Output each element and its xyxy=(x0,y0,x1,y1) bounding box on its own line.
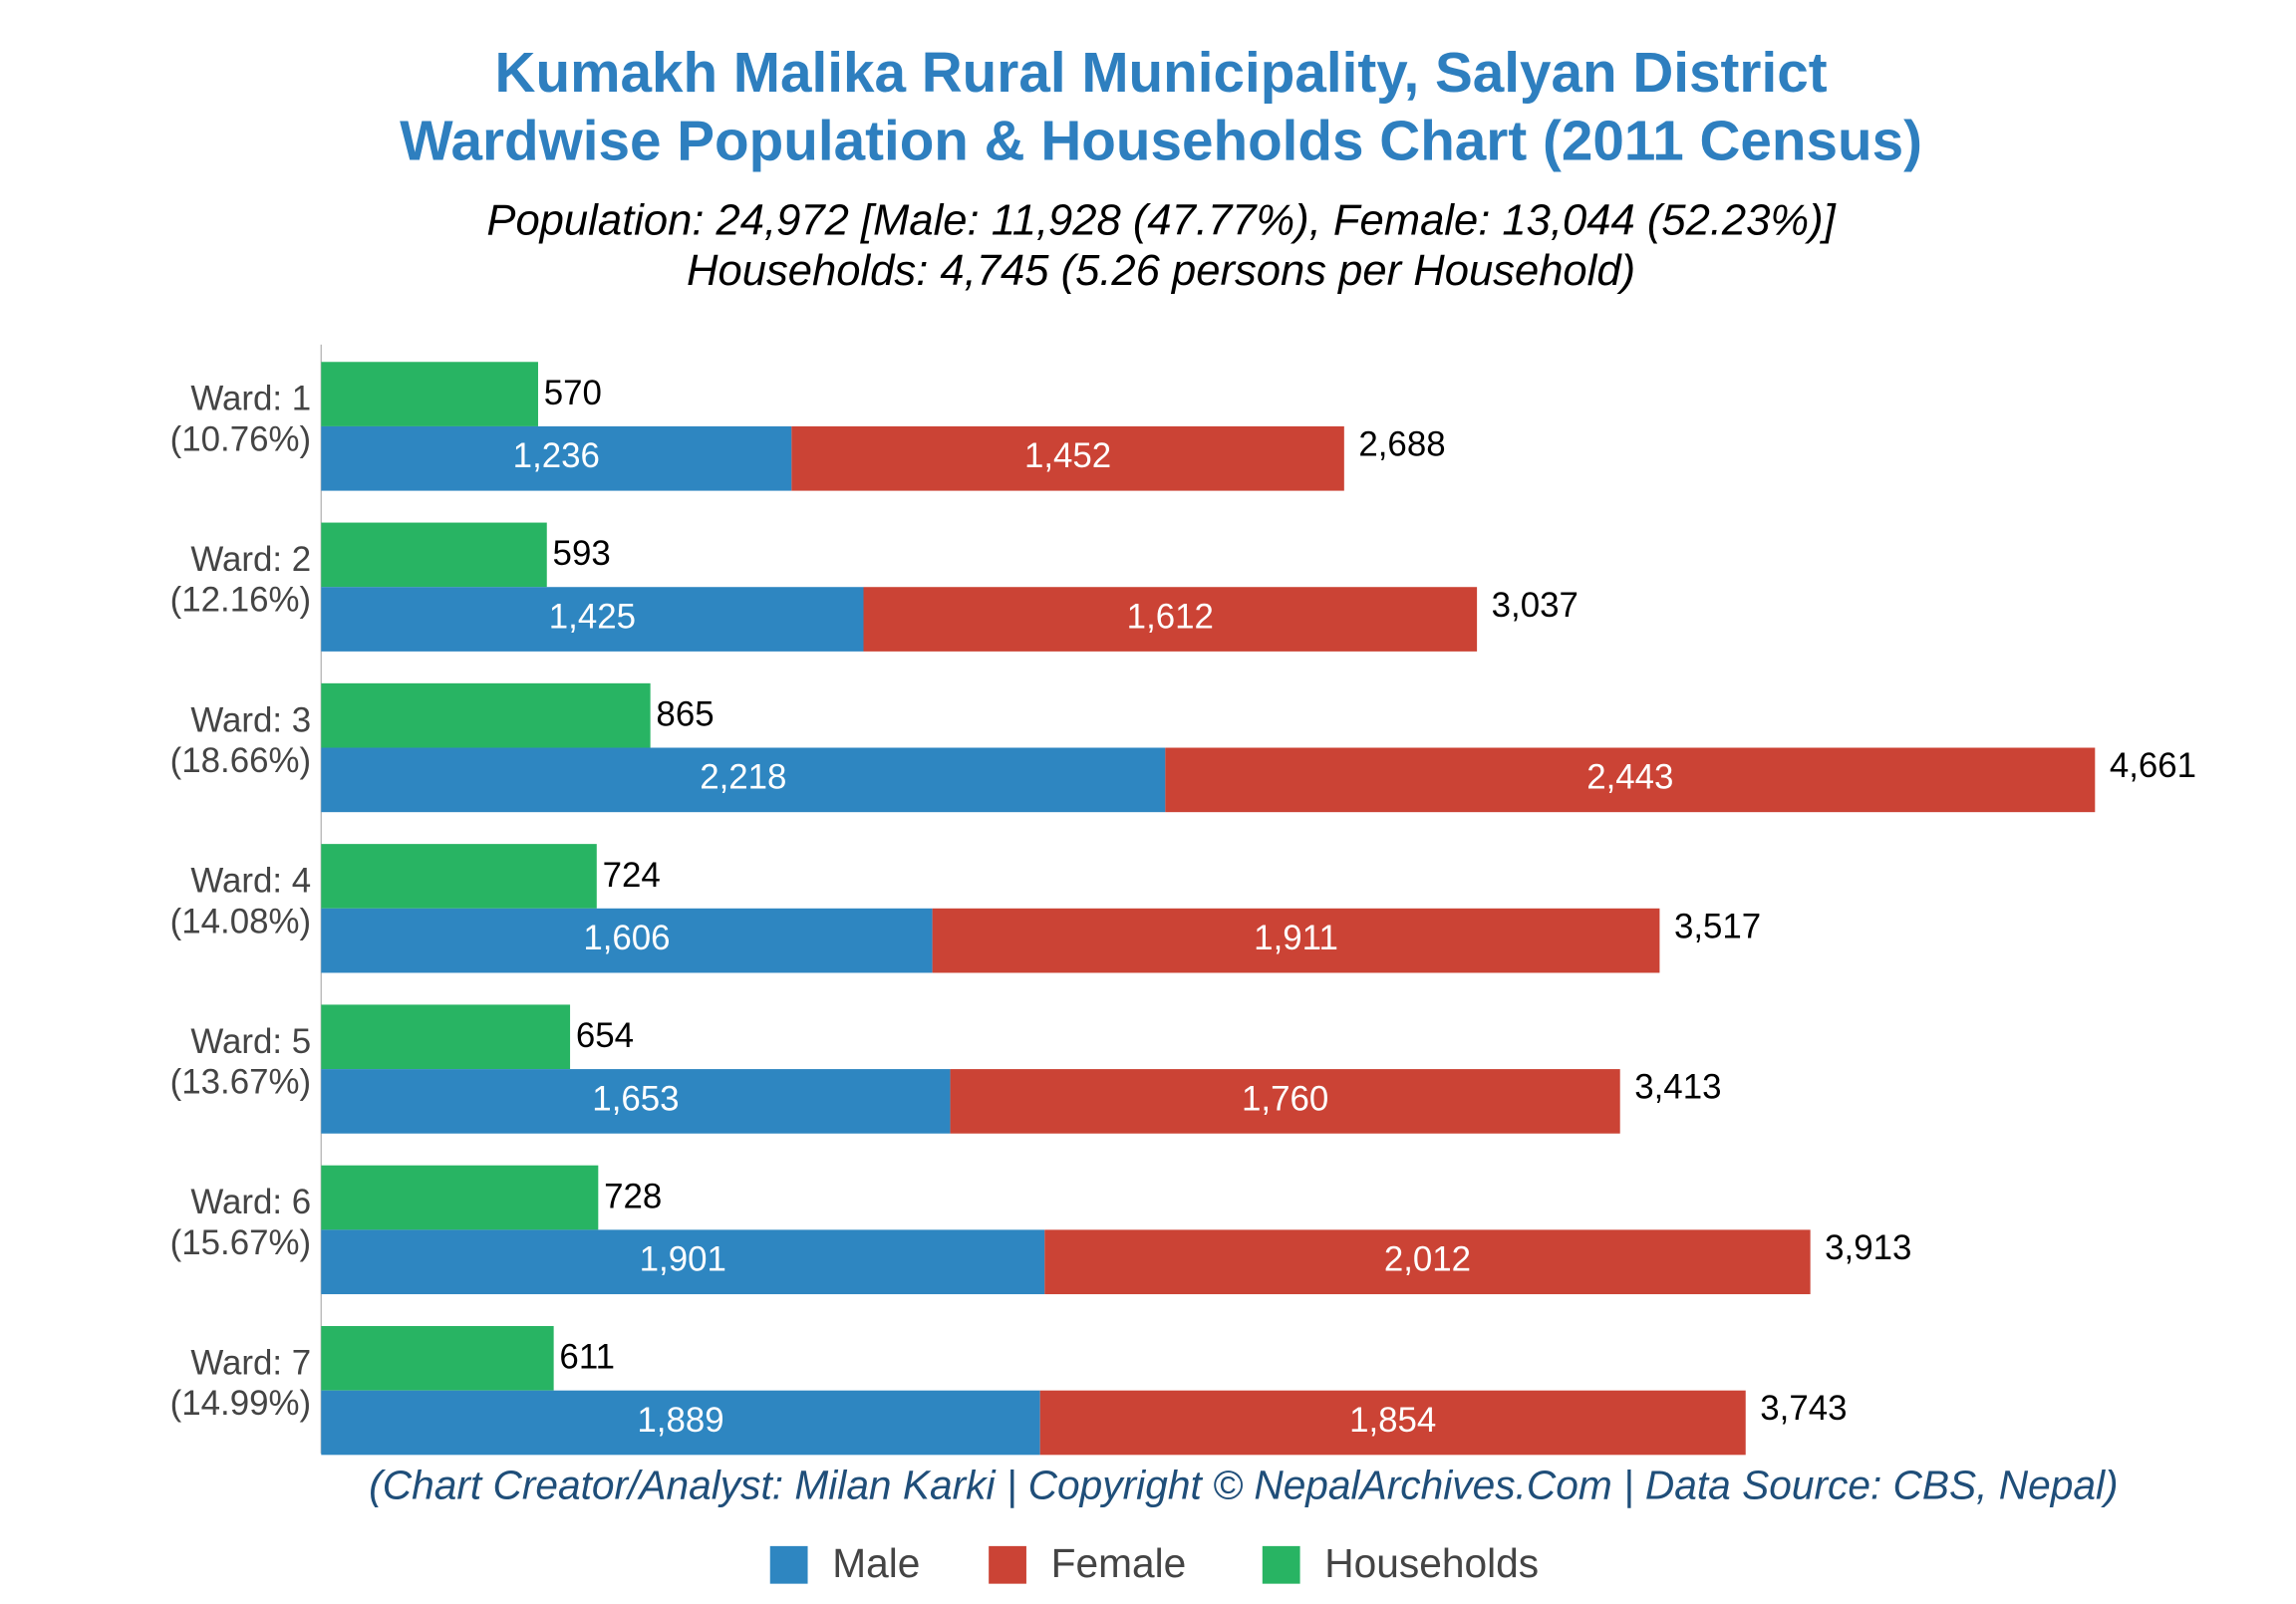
y-tick-label: Ward: 3 xyxy=(190,700,311,739)
data-label: 593 xyxy=(553,534,611,573)
legend-swatch xyxy=(989,1545,1026,1584)
data-label: 654 xyxy=(576,1016,634,1055)
population-bar xyxy=(1044,1229,1811,1295)
y-tick-label: Ward: 1 xyxy=(190,380,311,418)
y-tick-label: (18.66%) xyxy=(170,741,311,780)
data-label: 570 xyxy=(544,374,602,412)
total-label: 2,688 xyxy=(1358,424,1445,463)
household-bar xyxy=(321,1004,571,1070)
y-tick-label: (10.76%) xyxy=(170,419,311,458)
data-label: 1,425 xyxy=(549,597,636,636)
data-label: 1,760 xyxy=(1242,1079,1328,1118)
household-bar xyxy=(321,522,547,588)
chart-title: Kumakh Malika Rural Municipality, Salyan… xyxy=(495,42,1828,105)
data-label: 1,653 xyxy=(592,1079,679,1118)
y-tick-label: Ward: 7 xyxy=(190,1343,311,1382)
household-bar xyxy=(321,682,651,748)
population-bar xyxy=(321,425,792,491)
population-bar xyxy=(321,1069,951,1134)
population-bar xyxy=(932,908,1660,973)
population-bar xyxy=(321,1229,1045,1295)
credit: (Chart Creator/Analyst: Milan Karki | Co… xyxy=(369,1463,2118,1508)
household-bar xyxy=(321,1165,599,1230)
chart-title: Wardwise Population & Households Chart (… xyxy=(400,110,1922,172)
chart-subtitle: Households: 4,745 (5.26 persons per Hous… xyxy=(687,247,1635,295)
population-bar xyxy=(321,908,933,973)
legend-label: Male xyxy=(832,1540,920,1586)
data-label: 611 xyxy=(559,1338,615,1377)
y-tick-label: Ward: 6 xyxy=(190,1183,311,1221)
population-bar xyxy=(1039,1390,1746,1456)
data-label: 1,612 xyxy=(1127,597,1214,636)
data-label: 1,911 xyxy=(1254,919,1338,957)
household-bar xyxy=(321,1326,554,1391)
population-bar xyxy=(321,587,864,652)
y-tick-label: Ward: 2 xyxy=(190,540,311,579)
data-label: 728 xyxy=(604,1177,662,1215)
household-bar xyxy=(321,362,538,426)
population-bar xyxy=(950,1069,1620,1134)
data-label: 1,854 xyxy=(1349,1401,1436,1440)
data-label: 2,443 xyxy=(1586,758,1673,797)
y-tick-label: Ward: 5 xyxy=(190,1022,311,1061)
data-label: 724 xyxy=(603,856,661,895)
household-bar xyxy=(321,844,597,909)
legend-swatch xyxy=(769,1545,808,1584)
total-label: 3,913 xyxy=(1825,1228,1911,1267)
data-label: 1,901 xyxy=(640,1240,726,1279)
total-label: 3,413 xyxy=(1634,1068,1721,1107)
data-label: 2,218 xyxy=(700,758,786,797)
total-label: 3,037 xyxy=(1492,586,1578,625)
total-label: 4,661 xyxy=(2110,746,2196,785)
population-bar xyxy=(1165,747,2096,813)
legend-label: Households xyxy=(1324,1540,1539,1586)
data-label: 865 xyxy=(656,694,714,733)
total-label: 3,743 xyxy=(1760,1389,1847,1428)
y-tick-label: (13.67%) xyxy=(170,1063,311,1102)
total-label: 3,517 xyxy=(1674,907,1761,945)
legend-label: Female xyxy=(1051,1540,1187,1586)
population-bar xyxy=(321,747,1166,813)
data-label: 1,889 xyxy=(637,1401,723,1440)
y-tick-label: Ward: 4 xyxy=(190,862,311,901)
y-tick-label: (14.99%) xyxy=(170,1384,311,1423)
chart-subtitle: Population: 24,972 [Male: 11,928 (47.77%… xyxy=(486,196,1836,244)
population-bar xyxy=(863,587,1478,652)
y-tick-label: (14.08%) xyxy=(170,902,311,940)
y-tick-label: (12.16%) xyxy=(170,581,311,620)
population-bar xyxy=(321,1390,1040,1456)
data-label: 1,606 xyxy=(583,919,670,957)
data-label: 1,452 xyxy=(1024,436,1111,475)
y-tick-label: (15.67%) xyxy=(170,1223,311,1262)
population-bar xyxy=(791,425,1344,491)
data-label: 2,012 xyxy=(1384,1240,1471,1279)
data-label: 1,236 xyxy=(513,436,600,475)
legend-swatch xyxy=(1262,1545,1300,1584)
